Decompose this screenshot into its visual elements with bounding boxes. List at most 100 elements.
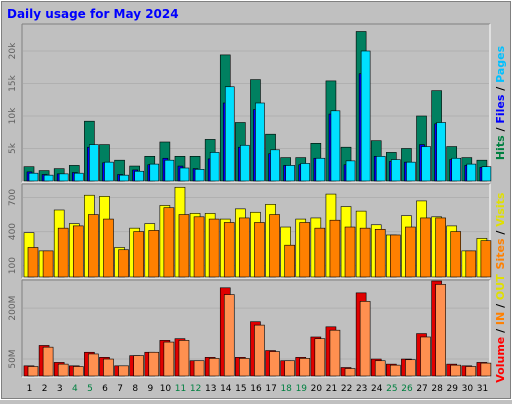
side-legend-visits: Sites / Visits: [494, 192, 507, 269]
bar-volume-s1-day-21: [329, 329, 341, 377]
bar-visits-s1-day-1: [27, 247, 39, 278]
bar-visits-s1-day-20: [314, 227, 326, 278]
panel-hits: 5k 10k 15k 20k: [8, 23, 492, 183]
x-tick-label: 23: [356, 384, 367, 394]
bar-hits-s2-day-30: [466, 163, 477, 182]
bar-hits-s2-day-7: [119, 174, 129, 182]
bar-hits-s2-day-18: [285, 165, 295, 182]
bar-hits-s2-day-14: [224, 86, 235, 182]
x-tick-label: 27: [416, 384, 427, 394]
bar-visits-s1-day-11: [178, 214, 190, 278]
side-legend-visits-part: Sites: [494, 238, 507, 269]
x-tick-label: 17: [265, 384, 276, 394]
bar-volume-s1-day-29: [450, 364, 462, 377]
bar-hits-s2-day-17: [270, 149, 280, 182]
bar-visits-s1-day-19: [299, 222, 311, 278]
bar-visits-s1-day-5: [88, 214, 99, 278]
bar-volume-s1-day-5: [88, 353, 99, 377]
side-legend-hits-part: Pages: [494, 45, 507, 83]
bar-visits-s1-day-31: [480, 240, 492, 278]
x-tick-label: 29: [447, 384, 459, 394]
x-tick-label: 22: [341, 384, 352, 394]
x-tick-label: 16: [250, 384, 262, 394]
bar-visits-s1-day-27: [420, 217, 431, 278]
bar-volume-s1-day-6: [103, 358, 114, 377]
bar-hits-s2-day-16: [255, 102, 265, 182]
bar-volume-s1-day-15: [239, 358, 250, 377]
bar-visits-s1-day-15: [239, 217, 250, 278]
bar-volume-s1-day-25: [390, 364, 401, 377]
bar-volume-s1-day-30: [465, 366, 477, 377]
x-tick-label: 26: [401, 384, 413, 394]
side-legends: Hits / Files / Pages Sites / Visits Volume…: [494, 45, 507, 382]
x-tick-label: 1: [27, 384, 33, 394]
x-tick-label: 13: [205, 384, 216, 394]
bar-visits-s1-day-10: [163, 207, 175, 278]
bar-visits-s1-day-3: [57, 227, 69, 278]
bar-hits-s2-day-25: [391, 159, 401, 182]
bar-volume-s1-day-23: [359, 301, 371, 377]
panel-visits: 100 400 700: [8, 183, 492, 279]
bar-volume-s1-day-31: [480, 362, 492, 377]
bar-hits-s2-day-29: [451, 157, 462, 182]
chart-title: Daily usage for May 2024: [7, 7, 179, 21]
side-legend-volume-part: IN: [494, 312, 507, 325]
bar-visits-s1-day-24: [374, 228, 386, 278]
x-tick-label: 6: [102, 384, 108, 394]
side-legend-visits-part: Visits: [494, 192, 507, 227]
x-tick-label: 18: [280, 384, 292, 394]
side-legend-hits-part: /: [494, 124, 507, 136]
bar-visits-s1-day-6: [103, 218, 114, 278]
x-tick-label: 2: [42, 384, 48, 394]
bar-hits-s2-day-11: [179, 167, 190, 182]
bar-hits-s2-day-8: [134, 170, 144, 182]
bar-visits-s1-day-25: [390, 234, 401, 278]
bar-volume-s1-day-8: [133, 355, 144, 377]
bar-volume-s1-day-1: [27, 366, 39, 377]
panel-visits-tick-label: 400: [8, 223, 18, 240]
chart-panels: 5k 10k 15k 20k 100 400 700 50M 200M: [8, 23, 492, 378]
bar-hits-s2-day-31: [481, 166, 492, 182]
panel-hits-tick-label: 15k: [8, 74, 18, 91]
bar-volume-s1-day-10: [163, 341, 175, 377]
bar-visits-s1-day-26: [405, 226, 416, 278]
bar-volume-s1-day-19: [299, 358, 311, 377]
bar-visits-s1-day-14: [223, 222, 235, 278]
side-legend-volume: Volume / IN / OUT: [494, 274, 507, 383]
x-tick-label: 31: [477, 384, 488, 394]
bar-volume-s1-day-2: [42, 346, 54, 377]
bar-volume-s1-day-16: [254, 324, 265, 377]
bar-hits-s2-day-19: [300, 163, 311, 182]
bar-visits-s1-day-9: [148, 230, 160, 278]
bar-hits-s2-day-22: [345, 160, 356, 182]
bar-visits-s1-day-12: [193, 216, 205, 278]
bar-volume-s1-day-17: [269, 351, 280, 377]
bar-hits-s2-day-20: [315, 157, 326, 182]
bar-hits-s2-day-1: [28, 172, 39, 182]
side-legend-volume-part: Volume: [494, 337, 507, 383]
bar-hits-s2-day-5: [89, 144, 99, 182]
bar-visits-s1-day-29: [450, 231, 462, 278]
bar-visits-s1-day-21: [329, 219, 341, 278]
x-tick-label: 9: [147, 384, 153, 394]
bar-visits-s1-day-30: [465, 250, 477, 278]
bar-volume-s1-day-13: [208, 358, 220, 377]
side-legend-volume-part: /: [494, 325, 507, 337]
bar-hits-s2-day-12: [194, 169, 205, 182]
panel-volume: 50M 200M: [8, 279, 492, 378]
bar-volume-s1-day-27: [420, 336, 431, 377]
bar-hits-s2-day-6: [104, 161, 114, 182]
bar-hits-s2-day-9: [149, 163, 160, 182]
bar-volume-s1-day-24: [374, 360, 386, 377]
bar-visits-s1-day-23: [359, 227, 371, 278]
side-legend-hits-part: /: [494, 83, 507, 95]
bar-volume-s1-day-9: [148, 351, 160, 377]
panel-volume-tick-label: 200M: [8, 296, 18, 321]
x-tick-label: 30: [462, 384, 474, 394]
side-legend-hits-part: Files: [494, 94, 507, 124]
panel-hits-tick-label: 5k: [8, 142, 18, 154]
bar-hits-s2-day-23: [360, 50, 371, 182]
panel-hits-tick-label: 20k: [8, 42, 18, 59]
bar-volume-s1-day-4: [72, 366, 84, 377]
